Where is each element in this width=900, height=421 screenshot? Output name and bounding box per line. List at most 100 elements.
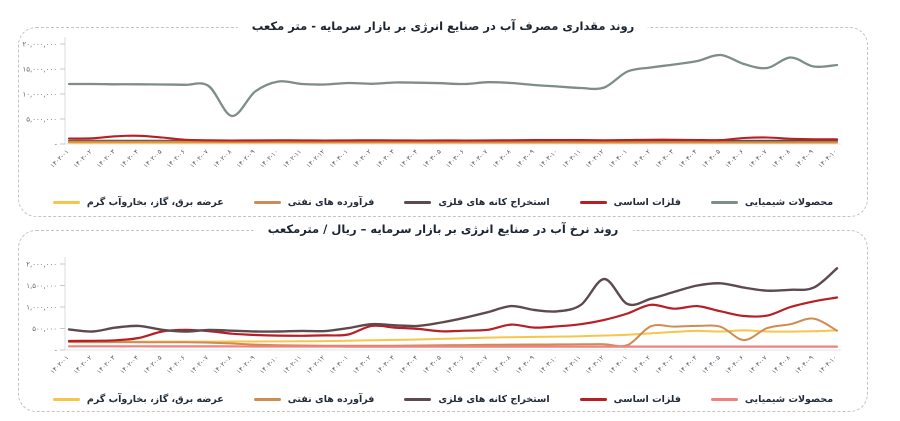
x-tick-label: ۱۴۰۴-۰۴	[677, 147, 699, 169]
x-tick-label: ۱۴۰۴-۱۰	[817, 148, 839, 170]
legend-item-3: فرآورده های نفتی	[253, 394, 375, 405]
legend-label: فرآورده های نفتی	[287, 197, 375, 208]
legend-label: عرضه برق، گاز، بخاروآب گرم	[86, 197, 224, 208]
x-tick-label: ۱۴۰۲-۱۲	[305, 147, 327, 169]
legend-label: عرضه برق، گاز، بخاروآب گرم	[86, 394, 224, 405]
x-tick-label: ۱۴۰۲-۰۳	[95, 147, 117, 169]
y-tick-label: -	[54, 140, 57, 148]
chart-svg: ۲,۰۰۰,۰۰۰۱,۵۰۰,۰۰۰۱,۰۰۰,۰۰۰۵۰۰,۰۰۰-۱۴۰۲-…	[26, 257, 841, 376]
legend-label: فلزات اساسی	[613, 197, 681, 208]
x-tick-label: ۱۴۰۲-۱۲	[305, 353, 327, 375]
series-line	[67, 267, 839, 333]
x-tick-label: ۱۴۰۴-۰۴	[677, 353, 699, 375]
x-tick-label: ۱۴۰۴-۰۱	[607, 354, 629, 376]
chart-title-rate: روند نرخ آب در صنایع انرژی بر بازار سرما…	[253, 222, 633, 236]
x-tick-label: ۱۴۰۴-۰۶	[723, 148, 745, 170]
x-tick-label: ۱۴۰۳-۰۶	[444, 148, 466, 170]
consumption-line-chart: ۲۰,۰۰۰,۰۰۰ ۱۵,۰۰۰,۰۰۰ ۱۰,۰۰۰,۰۰۰ ۵,۰۰۰,۰۰۰ -…	[19, 28, 867, 192]
x-tick-label: ۱۴۰۴-۰۹	[793, 147, 815, 169]
x-tick-label: ۱۴۰۴-۰۲	[630, 353, 652, 375]
legend-line-swatch	[52, 398, 80, 401]
y-tick-label: ۱,۰۰۰,۰۰۰	[26, 303, 57, 311]
x-tick-label: ۱۴۰۴-۰۷	[747, 353, 769, 375]
x-tick-label: ۱۴۰۳-۱۲	[584, 353, 606, 375]
x-tick-label: ۱۴۰۲-۱۰	[258, 148, 280, 170]
water-consumption-chart-panel: روند مقداری مصرف آب در صنایع انرژی بر با…	[18, 19, 868, 217]
legend-line-swatch	[404, 201, 432, 204]
x-tick-label: ۱۴۰۳-۱۱	[561, 354, 583, 376]
x-tick-label: ۱۴۰۲-۰۶	[165, 354, 187, 376]
series-line	[68, 317, 838, 348]
chart-svg: ۲۰,۰۰۰,۰۰۰ ۱۵,۰۰۰,۰۰۰ ۱۰,۰۰۰,۰۰۰ ۵,۰۰۰,۰۰۰ -…	[22, 37, 841, 170]
x-tick-label: ۱۴۰۳-۰۵	[421, 147, 443, 169]
legend-label: محصولات شیمیایی	[744, 197, 834, 208]
y-tick-label: ۱۵,۰۰۰,۰۰۰	[22, 65, 57, 73]
x-tick-label: ۱۴۰۲-۰۹	[235, 147, 257, 169]
x-tick-label: ۱۴۰۳-۰۲	[351, 353, 373, 375]
x-tick-label: ۱۴۰۳-۰۹	[514, 147, 536, 169]
x-tick-label: ۱۴۰۴-۰۹	[793, 353, 815, 375]
x-tick-label: ۱۴۰۲-۰۷	[188, 353, 210, 375]
x-tick-label: ۱۴۰۲-۰۳	[95, 353, 117, 375]
x-tick-label: ۱۴۰۲-۰۱	[49, 354, 71, 376]
x-tick-label: ۱۴۰۳-۰۷	[467, 353, 489, 375]
x-tick-label: ۱۴۰۳-۰۸	[491, 147, 513, 169]
y-tick-label: ۵۰۰,۰۰۰	[32, 325, 57, 333]
x-tick-label: ۱۴۰۴-۰۷	[747, 147, 769, 169]
x-tick-label: ۱۴۰۳-۱۰	[537, 354, 559, 376]
series-line	[67, 134, 839, 142]
x-tick-label: ۱۴۰۲-۰۱	[49, 148, 71, 170]
x-tick-label: ۱۴۰۴-۰۸	[770, 353, 792, 375]
y-tick-label: ۵,۰۰۰,۰۰۰	[26, 115, 57, 123]
rate-line-chart: ۲,۰۰۰,۰۰۰ ۱,۵۰۰,۰۰۰ ۱,۰۰۰,۰۰۰ ۵۰۰,۰۰۰-۱۴۰۲-…	[19, 231, 867, 389]
x-tick-label: ۱۴۰۴-۰۸	[770, 147, 792, 169]
legend-line-swatch	[579, 201, 607, 204]
x-tick-label: ۱۴۰۴-۰۵	[700, 147, 722, 169]
x-tick-label: ۱۴۰۳-۰۵	[421, 353, 443, 375]
x-tick-label: ۱۴۰۳-۱۰	[537, 148, 559, 170]
legend-item-1: فلزات اساسی	[579, 197, 681, 208]
x-tick-label: ۱۴۰۲-۰۲	[72, 147, 94, 169]
legend-line-swatch	[710, 201, 738, 204]
legend-item-0: محصولات شیمیایی	[710, 394, 833, 405]
x-tick-label: ۱۴۰۳-۰۷	[467, 147, 489, 169]
x-tick-label: ۱۴۰۲-۰۹	[235, 353, 257, 375]
x-tick-label: ۱۴۰۳-۰۳	[374, 147, 396, 169]
x-tick-label: ۱۴۰۲-۰۸	[211, 147, 233, 169]
legend-item-2: استخراج کانه های فلزی	[404, 197, 550, 208]
consumption-chart-legend: محصولات شیمیایی فلزات اساسی استخراج کانه ه…	[19, 197, 867, 208]
x-tick-label: ۱۴۰۲-۰۲	[72, 353, 94, 375]
legend-item-0: محصولات شیمیایی	[710, 197, 834, 208]
legend-item-1: فلزات اساسی	[579, 394, 681, 405]
legend-label: فرآورده های نفتی	[287, 394, 375, 405]
x-tick-label: ۱۴۰۳-۱۱	[561, 148, 583, 170]
legend-item-2: استخراج کانه های فلزی	[404, 394, 550, 405]
legend-line-swatch	[404, 398, 432, 401]
x-tick-label: ۱۴۰۴-۱۰	[817, 354, 839, 376]
x-tick-label: ۱۴۰۲-۰۵	[142, 147, 164, 169]
y-tick-label: ۲,۰۰۰,۰۰۰	[26, 260, 57, 268]
legend-item-4: عرضه برق، گاز، بخاروآب گرم	[52, 394, 224, 405]
y-tick-label: ۱,۵۰۰,۰۰۰	[26, 282, 57, 290]
x-tick-label: ۱۴۰۴-۰۳	[654, 147, 676, 169]
x-tick-label: ۱۴۰۳-۰۱	[328, 354, 350, 376]
series-line	[67, 53, 839, 118]
x-tick-label: ۱۴۰۲-۰۴	[118, 353, 140, 375]
x-tick-label: ۱۴۰۲-۱۱	[281, 354, 303, 376]
series-line	[68, 140, 838, 144]
legend-label: استخراج کانه های فلزی	[438, 394, 550, 405]
x-tick-label: ۱۴۰۳-۰۸	[491, 353, 513, 375]
legend-label: استخراج کانه های فلزی	[438, 197, 550, 208]
x-tick-label: ۱۴۰۴-۰۳	[654, 353, 676, 375]
legend-line-swatch	[710, 398, 738, 401]
x-tick-label: ۱۴۰۲-۰۶	[165, 148, 187, 170]
x-tick-label: ۱۴۰۳-۰۴	[398, 353, 420, 375]
x-tick-label: ۱۴۰۲-۱۱	[281, 148, 303, 170]
x-tick-label: ۱۴۰۲-۱۰	[258, 354, 280, 376]
x-tick-label: ۱۴۰۳-۰۳	[374, 353, 396, 375]
x-tick-label: ۱۴۰۲-۰۸	[211, 353, 233, 375]
x-tick-label: ۱۴۰۲-۰۷	[188, 147, 210, 169]
y-tick-label: -	[54, 346, 57, 354]
chart-title-consumption: روند مقداری مصرف آب در صنایع انرژی بر با…	[237, 19, 649, 33]
